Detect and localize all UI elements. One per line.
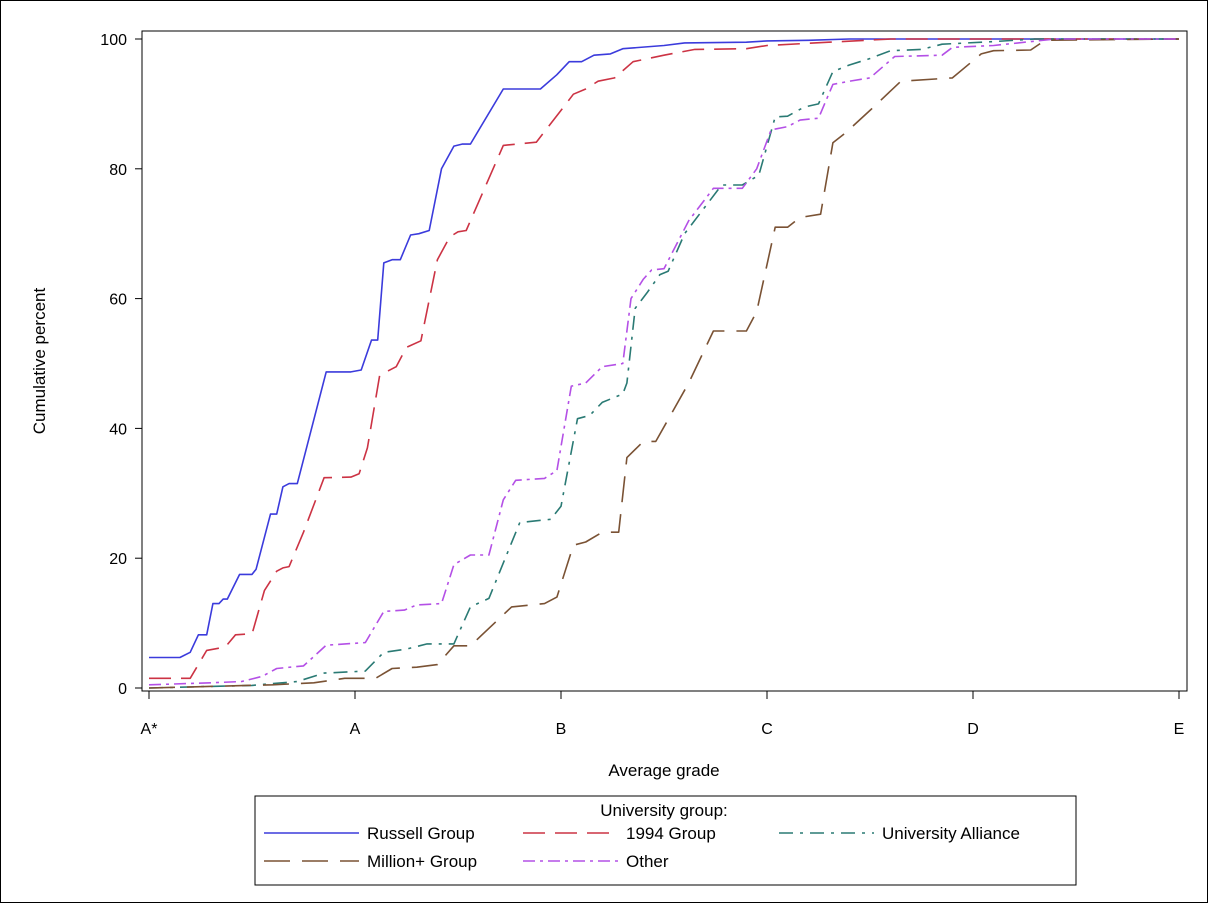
y-tick-label: 20: [109, 551, 127, 568]
legend-label: Russell Group: [367, 824, 475, 843]
series-line-1994-group: [149, 38, 1179, 680]
x-tick-label: A: [350, 721, 361, 738]
series-lines: [148, 38, 1180, 689]
y-axis-label: Cumulative percent: [30, 287, 49, 434]
legend-label: Million+ Group: [367, 852, 477, 871]
plot-area: [141, 30, 1188, 692]
y-tick-label: 60: [109, 292, 127, 309]
legend-label: Other: [626, 852, 669, 871]
x-tick-label: A*: [141, 721, 158, 738]
x-tick-label: E: [1174, 721, 1185, 738]
y-tick-label: 80: [109, 162, 127, 179]
x-axis-label: Average grade: [608, 761, 719, 780]
legend: University group: Russell Group 1994 Grou…: [254, 795, 1077, 886]
x-tick-label: D: [967, 721, 979, 738]
x-axis: A* A B C D E: [141, 691, 1185, 738]
legend-items: Russell Group 1994 Group University Allian…: [264, 824, 1020, 871]
legend-title: University group:: [600, 801, 728, 820]
series-line-million-group: [148, 38, 1180, 689]
legend-item: University Alliance: [779, 824, 1020, 843]
legend-item: Russell Group: [264, 824, 475, 843]
legend-label: 1994 Group: [626, 824, 716, 843]
series-line-russell-group: [149, 38, 1179, 659]
series-line-university-alliance: [148, 38, 1179, 689]
x-tick-label: C: [761, 721, 773, 738]
x-tick-label: B: [556, 721, 567, 738]
y-tick-label: 0: [118, 681, 127, 698]
legend-item: Other: [523, 852, 669, 871]
y-tick-label: 40: [109, 421, 127, 438]
y-axis: 0 20 40 60 80 100: [100, 32, 142, 698]
legend-item: Million+ Group: [264, 852, 477, 871]
series-line-other: [148, 38, 1179, 686]
legend-label: University Alliance: [882, 824, 1020, 843]
legend-item: 1994 Group: [523, 824, 716, 843]
y-tick-label: 100: [100, 32, 127, 49]
legend-box: [254, 795, 1077, 886]
